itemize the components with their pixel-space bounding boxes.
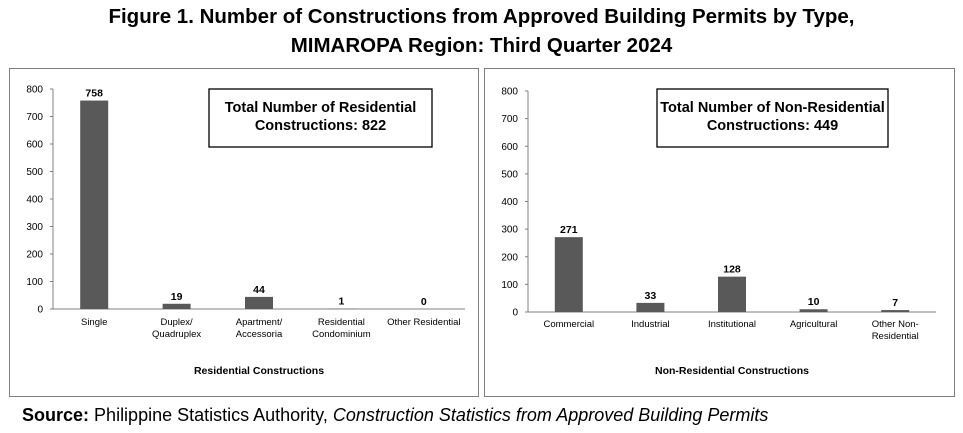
x-category-label: Condominium	[312, 329, 371, 340]
y-tick-label: 600	[501, 142, 518, 153]
x-category-label: Duplex/	[160, 317, 193, 328]
bar	[162, 303, 191, 309]
source-label: Source:	[22, 405, 90, 425]
y-tick-label: 600	[26, 140, 43, 151]
x-category-label: Industrial	[631, 319, 670, 330]
data-label: 1	[338, 296, 344, 308]
y-tick-label: 100	[501, 280, 518, 291]
x-category-label: Agricultural	[790, 319, 838, 330]
total-annotation-box	[208, 88, 433, 148]
bar	[80, 100, 109, 309]
x-category-label: Apartment/	[236, 317, 283, 328]
x-category-label: Other Non-	[872, 319, 919, 330]
y-tick-label: 200	[501, 252, 518, 263]
x-axis-title: Residential Constructions	[194, 365, 324, 377]
data-label: 7	[892, 297, 898, 309]
residential-chart-panel: 0 100 200 300 400 500 600 700 800 758 Single 19 Dupl…	[9, 68, 479, 397]
y-tick-label: 0	[512, 308, 518, 319]
total-annotation-text: Total Number of Non-Residential	[660, 100, 885, 116]
y-tick-label: 300	[501, 225, 518, 236]
y-tick-label: 500	[501, 169, 518, 180]
bar	[718, 276, 746, 312]
x-category-label: Institutional	[708, 319, 756, 330]
x-category-label: Residential	[318, 317, 365, 328]
y-tick-label: 400	[501, 197, 518, 208]
non-residential-chart: 0 100 200 300 400 500 600 700 800 271 Commercial 33…	[501, 87, 936, 377]
y-tick-label: 0	[37, 305, 43, 316]
y-tick-label: 100	[26, 277, 43, 288]
source-note: Source: Philippine Statistics Authority,…	[22, 404, 768, 426]
total-annotation-text: Constructions: 449	[707, 118, 838, 134]
bar	[881, 310, 910, 312]
y-tick-label: 700	[26, 112, 43, 123]
data-label: 19	[171, 291, 183, 303]
data-label: 44	[253, 284, 265, 296]
chart-title-line-1: Figure 1. Number of Constructions from A…	[108, 5, 855, 28]
y-tick-label: 200	[26, 250, 43, 261]
total-annotation-box	[656, 88, 889, 148]
data-label: 758	[85, 88, 103, 100]
x-category-label: Other Residential	[387, 317, 460, 328]
y-tick-label: 700	[501, 114, 518, 125]
data-label: 10	[808, 296, 820, 308]
x-category-label: Commercial	[543, 319, 594, 330]
x-category-label: Single	[81, 317, 107, 328]
x-category-label: Residential	[872, 331, 919, 342]
data-label: 128	[723, 264, 741, 276]
bar	[799, 309, 828, 312]
data-label: 33	[645, 290, 657, 302]
total-annotation-text: Constructions: 822	[255, 118, 386, 134]
x-axis-title: Non-Residential Constructions	[655, 365, 809, 377]
residential-chart: 0 100 200 300 400 500 600 700 800 758 Single 19 Dupl…	[26, 85, 465, 377]
chart-title-line-2: MIMAROPA Region: Third Quarter 2024	[290, 34, 673, 57]
x-category-label: Quadruplex	[152, 329, 201, 340]
y-tick-label: 800	[501, 87, 518, 98]
bar	[554, 237, 583, 312]
bar	[245, 296, 273, 309]
bar	[636, 302, 665, 312]
y-tick-label: 800	[26, 85, 43, 96]
data-label: 0	[421, 296, 427, 308]
total-annotation-text: Total Number of Residential	[225, 100, 416, 116]
data-label: 271	[560, 224, 578, 236]
y-tick-label: 500	[26, 167, 43, 178]
non-residential-chart-panel: 0 100 200 300 400 500 600 700 800 271 Commercial 33…	[484, 68, 955, 397]
chart-title: Figure 1. Number of Constructions from A…	[0, 2, 963, 60]
y-tick-label: 400	[26, 195, 43, 206]
y-tick-label: 300	[26, 222, 43, 233]
source-publication: Construction Statistics from Approved Bu…	[332, 405, 769, 425]
x-category-label: Accessoria	[236, 329, 283, 340]
source-agency: Philippine Statistics Authority,	[94, 405, 328, 425]
